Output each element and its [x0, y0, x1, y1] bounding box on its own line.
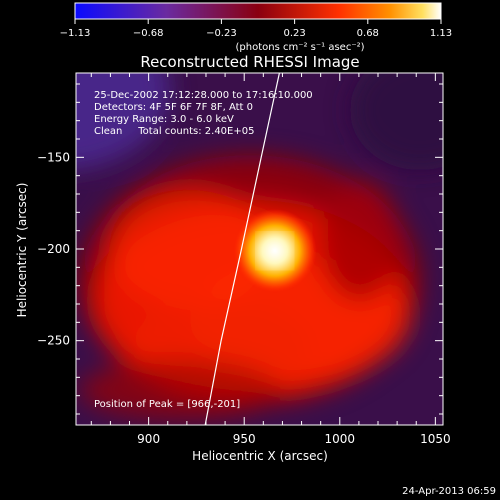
x-axis-ticks: 900 950 1000 1050 — [90, 73, 451, 446]
colorbar-tick-label: 0.23 — [283, 28, 305, 39]
y-axis-ticks: −150 −200 −250 — [37, 83, 443, 415]
colorbar-tick-label: 0.68 — [357, 28, 379, 39]
x-axis-label: Heliocentric X (arcsec) — [192, 449, 328, 463]
y-tick-label: −200 — [37, 242, 70, 256]
timestamp: 24-Apr-2013 06:59 — [402, 486, 496, 497]
solar-limb-line — [204, 73, 280, 425]
colorbar: −1.13 −0.68 −0.23 0.23 0.68 1.13 (photons cm⁻… — [60, 2, 452, 53]
colorbar-ticks: −1.13 −0.68 −0.23 0.23 0.68 1.13 — [60, 19, 452, 39]
annotation-clean-counts: Clean Total counts: 2.40E+05 — [94, 126, 254, 137]
colorbar-tick-label: −0.68 — [133, 28, 164, 39]
annotation-block: 25-Dec-2002 17:12:28.000 to 17:16:10.000… — [94, 90, 313, 137]
annotation-time-range: 25-Dec-2002 17:12:28.000 to 17:16:10.000 — [94, 90, 313, 101]
x-tick-label: 1000 — [325, 432, 356, 446]
colorbar-tick-label: −0.23 — [206, 28, 237, 39]
x-tick-label: 900 — [137, 432, 160, 446]
colorbar-gradient — [74, 2, 442, 20]
colorbar-unit-label: (photons cm⁻² s⁻¹ asec⁻²) — [235, 42, 364, 53]
y-axis-label: Heliocentric Y (arcsec) — [15, 183, 29, 318]
x-tick-label: 950 — [233, 432, 256, 446]
y-tick-label: −250 — [37, 334, 70, 348]
colorbar-tick-label: −1.13 — [60, 28, 91, 39]
chart-title: Reconstructed RHESSI Image — [140, 53, 359, 71]
colorbar-tick-label: 1.13 — [430, 28, 452, 39]
heatmap-image — [76, 73, 443, 425]
y-tick-label: −150 — [37, 150, 70, 164]
annotation-detectors: Detectors: 4F 5F 6F 7F 8F, Att 0 — [94, 102, 253, 113]
x-tick-label: 1050 — [420, 432, 451, 446]
annotation-energy-range: Energy Range: 3.0 - 6.0 keV — [94, 114, 234, 125]
annotation-peak-position: Position of Peak = [966,-201] — [94, 399, 240, 410]
peak-core — [260, 236, 289, 265]
heatmap-emission — [76, 73, 443, 420]
